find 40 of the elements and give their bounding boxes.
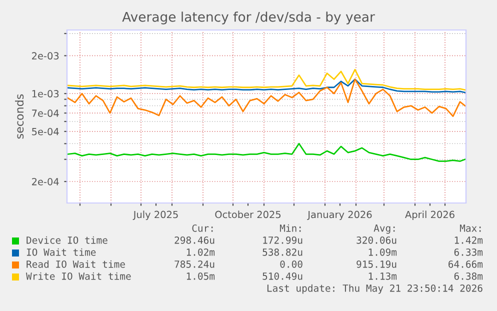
- x-tick-label: April 2026: [405, 210, 454, 220]
- x-tick-label: July 2025: [132, 210, 178, 220]
- text: 1.02m: [186, 248, 215, 256]
- y-tick-label: 5e-04: [32, 128, 59, 136]
- text: 915.19u: [356, 260, 396, 268]
- text: 6.38m: [454, 272, 483, 280]
- text: 510.49u: [262, 272, 302, 280]
- legend-label: Write IO Wait time: [26, 272, 131, 280]
- text: Cur:: [192, 224, 213, 232]
- line-series: [67, 68, 466, 91]
- text: Max:: [460, 224, 481, 232]
- text: Min:: [280, 224, 301, 232]
- line-series: [67, 142, 466, 162]
- text: 320.06u: [356, 236, 396, 244]
- y-tick-label: 2e-03: [32, 52, 59, 60]
- text: 538.82u: [262, 248, 302, 256]
- x-tick-label: October 2025: [215, 210, 281, 218]
- text: 1.05m: [186, 272, 215, 280]
- text: Last update: Thu May 21 23:50:14 2026: [267, 284, 482, 294]
- line-series: [67, 78, 466, 94]
- text: 6.33m: [454, 248, 483, 256]
- legend-label: Device IO time: [26, 236, 108, 244]
- legend-label: IO Wait time: [26, 248, 96, 256]
- y-axis-title: seconds: [15, 94, 24, 139]
- y-tick-label: 1e-03: [32, 90, 59, 98]
- text: 172.99u: [263, 236, 302, 244]
- text: 0.00: [280, 260, 302, 268]
- chart-title: Average latency for /dev/sda - by year: [122, 12, 375, 24]
- text: 298.46u: [174, 236, 214, 244]
- text: 1.13m: [368, 272, 397, 280]
- x-tick-label: January 2026: [307, 210, 372, 220]
- y-tick-label: 2e-04: [32, 178, 59, 186]
- y-tick-label: 7e-04: [32, 110, 59, 117]
- text: 64.66m: [448, 260, 483, 268]
- text: Avg:: [374, 224, 395, 234]
- legend-label: Read IO Wait time: [26, 260, 125, 268]
- text: 1.09m: [368, 248, 397, 256]
- line-series: [67, 78, 466, 117]
- text: 1.42m: [454, 236, 483, 244]
- text: 785.24u: [174, 260, 214, 268]
